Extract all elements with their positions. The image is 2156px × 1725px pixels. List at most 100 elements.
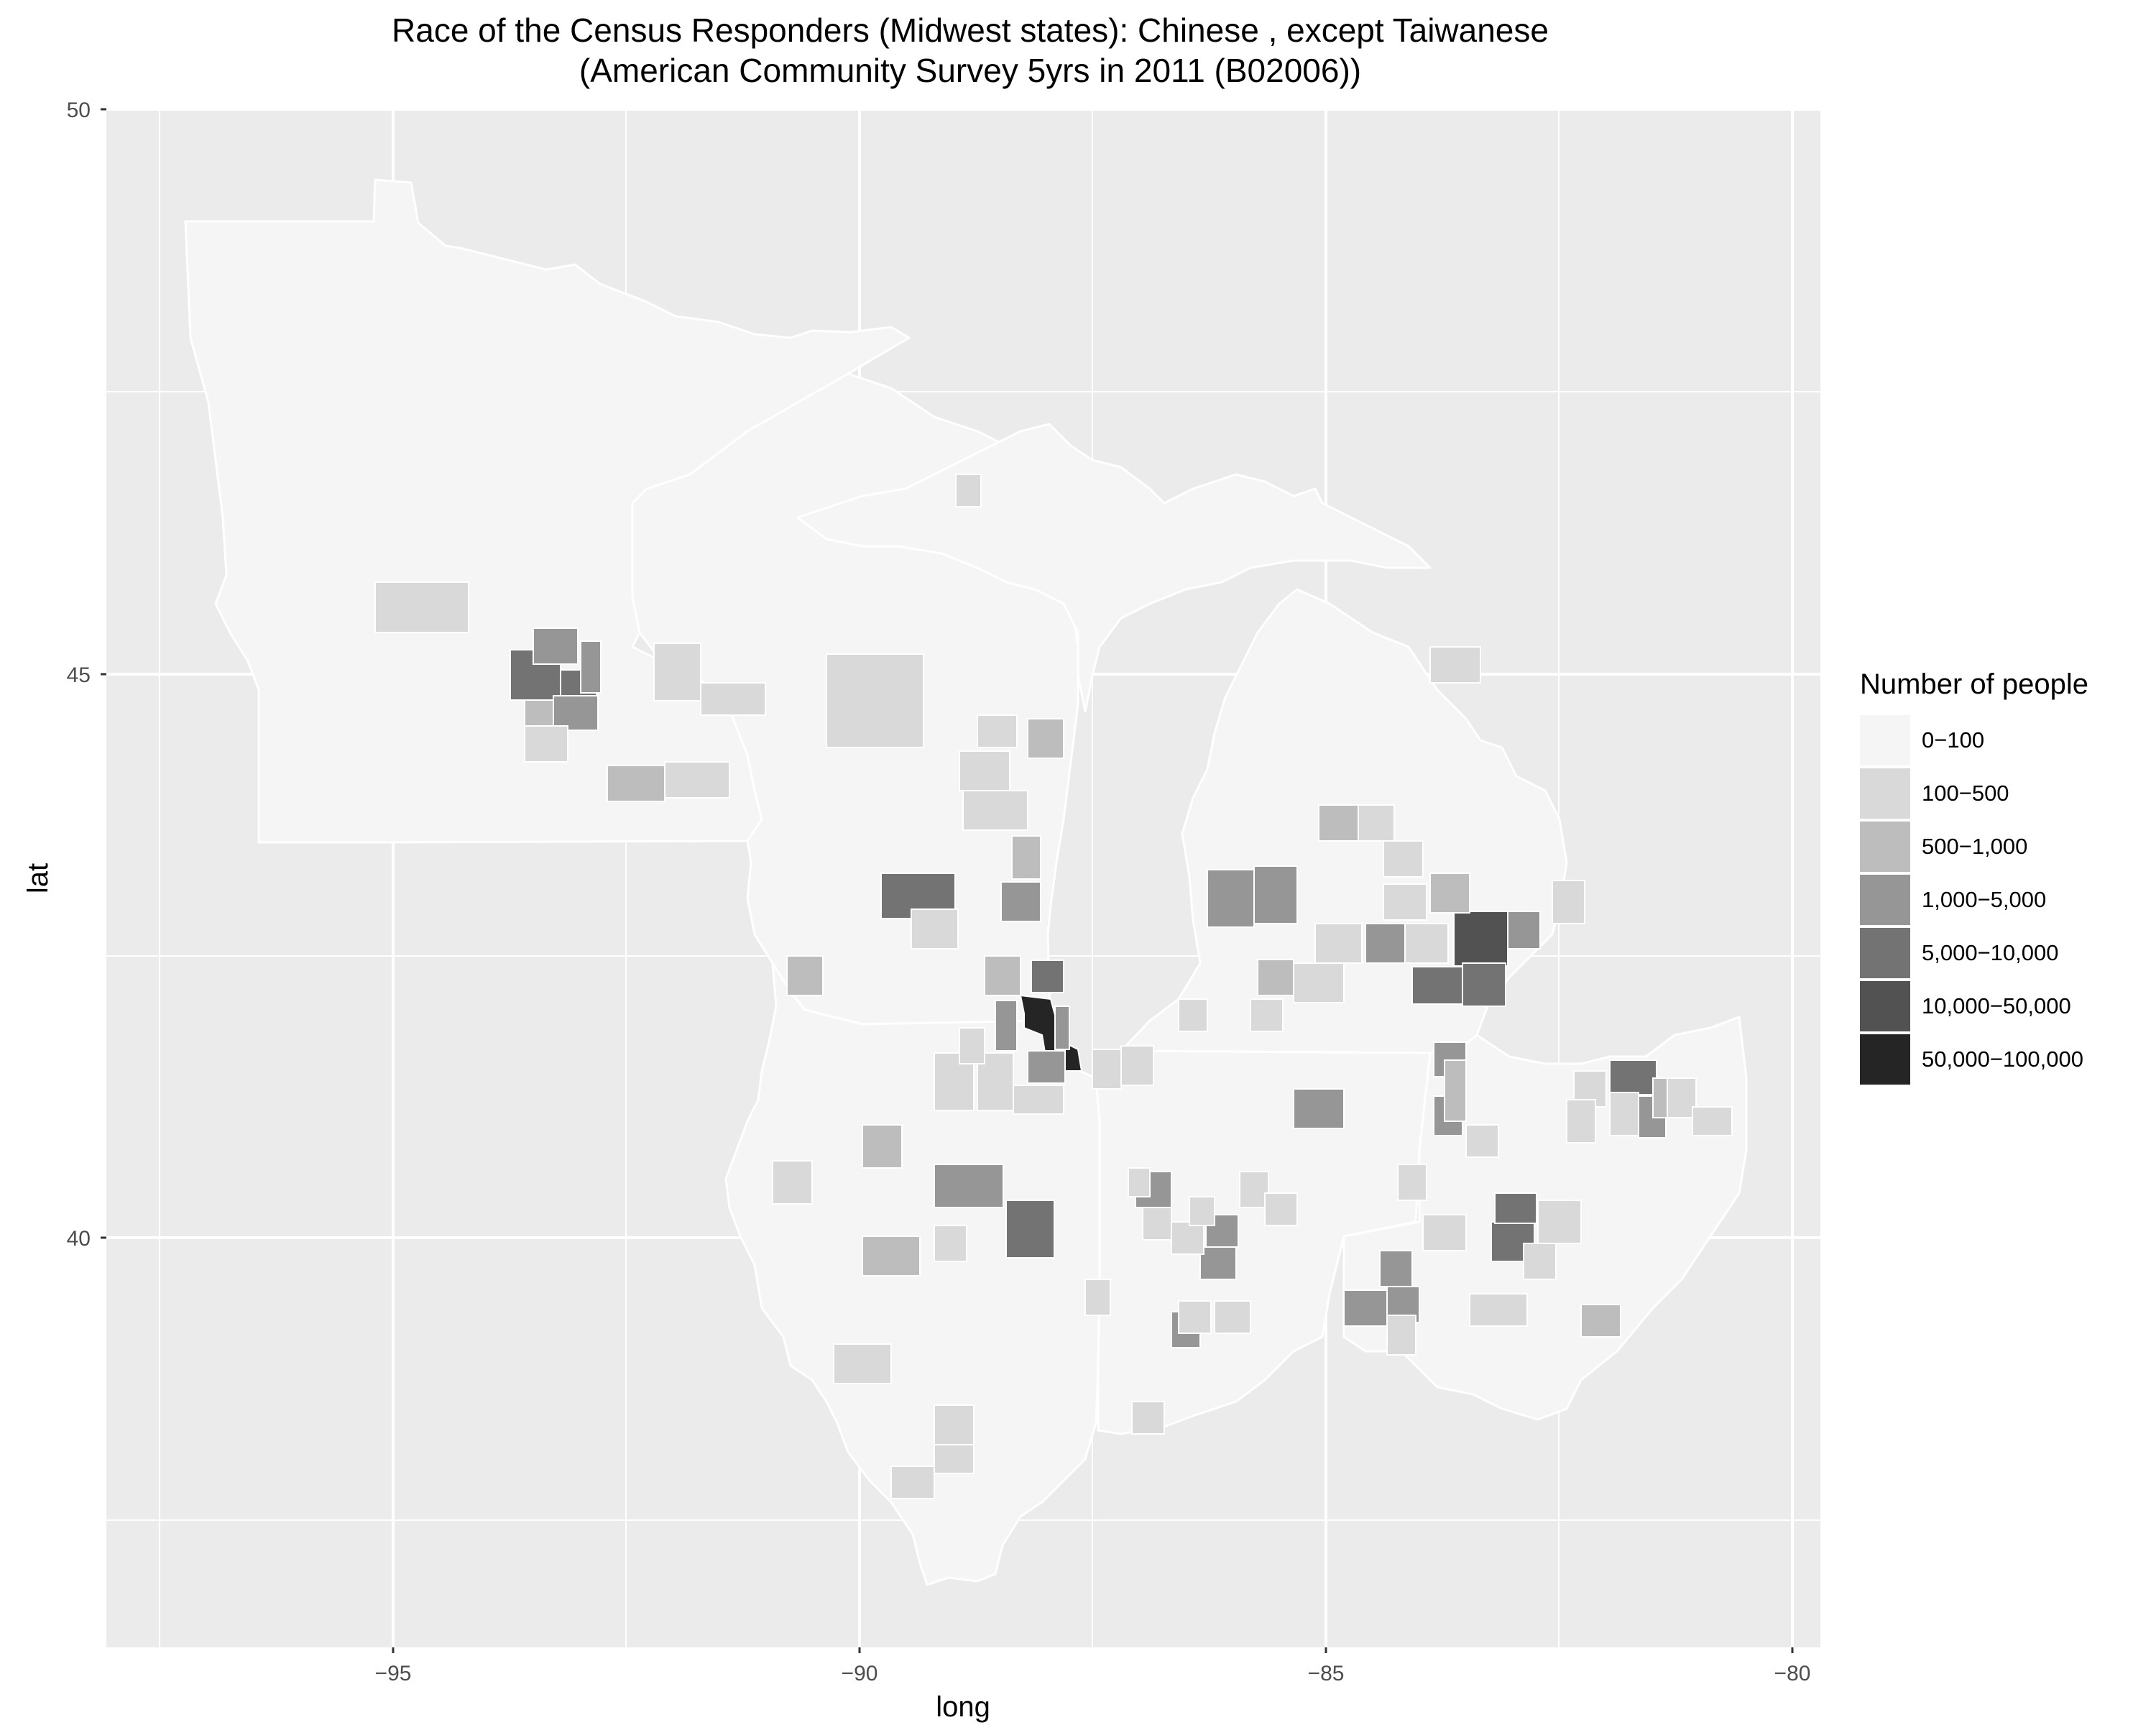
county-portage xyxy=(1667,1077,1697,1118)
county-hendricks xyxy=(1171,1221,1204,1255)
county-marathon xyxy=(826,653,924,748)
county-scott xyxy=(524,699,554,728)
legend-item: 0−100 xyxy=(1860,714,2088,767)
county-hancock xyxy=(1465,1124,1499,1158)
county-ross xyxy=(1469,1293,1528,1327)
county-mclean xyxy=(934,1164,1004,1208)
county-marion xyxy=(1199,1246,1237,1280)
legend-swatch xyxy=(1860,822,1910,872)
x-tick-label: −80 xyxy=(1774,1662,1811,1685)
x-tick-label: −85 xyxy=(1308,1662,1345,1685)
y-axis-label: lat xyxy=(22,863,54,893)
county-hamilton-oh xyxy=(1343,1289,1388,1327)
county-allen xyxy=(1293,1088,1345,1129)
legend-item: 1,000−5,000 xyxy=(1860,873,2088,926)
county-rice xyxy=(524,725,568,763)
x-axis-label: long xyxy=(936,1691,990,1723)
county-brown xyxy=(977,714,1018,748)
county-ingham xyxy=(1365,923,1406,964)
county-mcdonough xyxy=(772,1160,813,1205)
county-anoka xyxy=(533,627,579,665)
county-rock-island xyxy=(786,955,824,996)
legend-swatch xyxy=(1860,768,1910,819)
county-bay xyxy=(1358,804,1395,842)
county-outagamie xyxy=(1027,718,1064,759)
county-jackson xyxy=(934,1404,975,1445)
county-kane xyxy=(995,1000,1018,1052)
chart-title: Race of the Census Responders (Midwest s… xyxy=(0,10,1940,91)
county-sangamon xyxy=(862,1236,921,1276)
county-delaware xyxy=(1494,1192,1537,1224)
county-il-border xyxy=(1054,1006,1070,1050)
county-livingston xyxy=(1404,923,1449,964)
county-delaware-in xyxy=(1264,1192,1298,1226)
county-winona xyxy=(664,761,730,799)
county-green xyxy=(911,908,959,949)
x-tick-label: −90 xyxy=(842,1662,878,1685)
legend-item: 50,000−100,000 xyxy=(1860,1033,2088,1086)
y-tick-label: 40 xyxy=(67,1227,91,1251)
y-tick-label: 50 xyxy=(67,98,91,122)
county-eaton xyxy=(1314,923,1363,964)
legend-swatch xyxy=(1860,875,1910,925)
legend-label: 100−500 xyxy=(1922,781,2009,806)
county-washington xyxy=(580,640,602,694)
county-medina xyxy=(1609,1092,1639,1136)
county-licking xyxy=(1537,1200,1582,1244)
county-clermont xyxy=(1386,1315,1416,1356)
legend-label: 1,000−5,000 xyxy=(1922,887,2047,912)
county-eau-claire xyxy=(700,682,766,716)
county-waukesha xyxy=(1011,835,1041,880)
legend-title: Number of people xyxy=(1860,668,2088,700)
county-greene xyxy=(1422,1214,1467,1251)
legend-swatch xyxy=(1860,1034,1910,1085)
county-montgomery xyxy=(1379,1250,1413,1287)
county-oakland xyxy=(1453,911,1508,967)
x-tick-label: −95 xyxy=(375,1662,412,1685)
county-sheboygan xyxy=(962,790,1028,831)
county-shiawassee xyxy=(1383,883,1427,921)
county-kent xyxy=(1207,869,1255,928)
county-calhoun xyxy=(1293,962,1345,1003)
county-dupage xyxy=(1027,1050,1066,1084)
county-macon xyxy=(934,1225,967,1262)
county-st-clair xyxy=(1552,880,1585,924)
county-boone xyxy=(1189,1196,1215,1226)
county-stearns xyxy=(374,581,469,633)
county-kalamazoo xyxy=(1257,959,1294,996)
county-lake-il xyxy=(1031,960,1064,993)
county-porter xyxy=(1120,1045,1154,1086)
county-dunn xyxy=(653,643,701,702)
county-ottawa xyxy=(1253,865,1298,924)
county-dakota xyxy=(553,695,599,731)
county-monroe-area xyxy=(1178,1300,1212,1334)
county-saginaw xyxy=(1318,804,1363,842)
legend-swatch xyxy=(1860,715,1910,765)
legend-label: 5,000−10,000 xyxy=(1922,940,2059,965)
county-st-joseph xyxy=(1178,998,1208,1032)
legend-item: 500−1,000 xyxy=(1860,820,2088,873)
county-kankakee xyxy=(1013,1085,1064,1115)
county-dekalb xyxy=(959,1027,985,1064)
county-vigo xyxy=(1084,1279,1111,1316)
county-milwaukee-area xyxy=(1000,881,1041,922)
chart-title-line1: Race of the Census Responders (Midwest s… xyxy=(392,12,1549,49)
county-vanderburgh xyxy=(1131,1401,1165,1435)
county-bartholomew xyxy=(1214,1300,1251,1334)
county-peoria xyxy=(862,1124,903,1169)
legend-label: 500−1,000 xyxy=(1922,834,2028,859)
counties-layer xyxy=(374,474,1733,1499)
legend-item: 5,000−10,000 xyxy=(1860,926,2088,980)
county-winnebago xyxy=(984,955,1021,996)
county-fairfield xyxy=(1523,1243,1557,1280)
states-layer xyxy=(184,178,1748,1586)
county-lake-in xyxy=(1092,1049,1122,1090)
county-genesee xyxy=(1429,873,1470,914)
county-montgomery-in xyxy=(1142,1207,1172,1241)
county-athens xyxy=(1580,1304,1621,1338)
legend-label: 10,000−50,000 xyxy=(1922,993,2071,1018)
county-fond-du-lac xyxy=(959,750,1010,791)
county-madison xyxy=(833,1343,892,1384)
legend-swatch xyxy=(1860,928,1910,978)
